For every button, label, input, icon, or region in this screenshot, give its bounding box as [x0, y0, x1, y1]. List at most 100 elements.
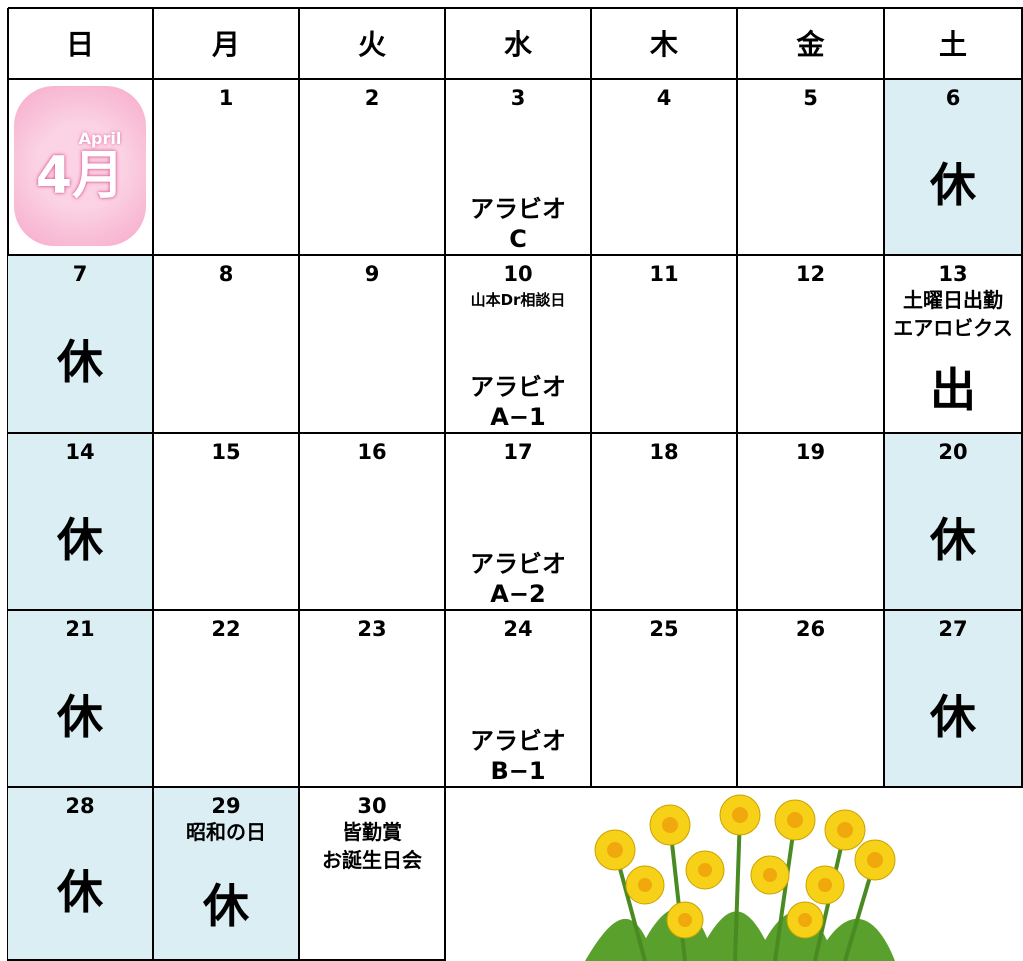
day-number: 9: [364, 262, 380, 286]
day-cell: 27 休: [885, 611, 1023, 788]
day-number: 4: [656, 86, 672, 110]
day-number: 15: [211, 440, 241, 464]
day-mark: 休: [57, 864, 103, 919]
day-cell: 21 休: [8, 611, 154, 788]
day-cell: 22: [154, 611, 300, 788]
day-number: 21: [65, 617, 95, 641]
month-badge: April 4月: [14, 86, 146, 246]
day-cell: 26: [738, 611, 885, 788]
day-cell: 9: [300, 256, 446, 434]
event-text: アラビオ: [470, 727, 566, 755]
weekday-header: 月: [154, 8, 300, 80]
day-number: 18: [649, 440, 679, 464]
day-number: 11: [649, 262, 679, 286]
day-number: 27: [938, 617, 968, 641]
day-number: 16: [357, 440, 387, 464]
weekday-header: 金: [738, 8, 885, 80]
note: 皆勤賞: [342, 820, 402, 844]
day-number: 20: [938, 440, 968, 464]
day-cell: 13 土曜日出勤エアロビクス出: [885, 256, 1023, 434]
day-number: 14: [65, 440, 95, 464]
day-number: 25: [649, 617, 679, 641]
event-text: アラビオ: [470, 550, 566, 578]
event: アラビオ A−2: [470, 549, 566, 609]
day-cell: April 4月: [8, 80, 154, 256]
day-cell: 20 休: [885, 434, 1023, 611]
badge-small: April: [78, 128, 122, 148]
day-number: 28: [65, 794, 95, 818]
day-mark: 出: [930, 363, 976, 417]
day-number: 7: [72, 262, 88, 286]
day-number: 3: [510, 86, 526, 110]
event: アラビオ A−1: [470, 372, 566, 432]
day-cell: 2: [300, 80, 446, 256]
day-number: 22: [211, 617, 241, 641]
small-note: 山本Dr相談日: [470, 291, 566, 309]
badge-big: 4月: [35, 145, 125, 206]
event: アラビオ C: [470, 194, 566, 254]
day-number: 8: [218, 262, 234, 286]
day-mark: 休: [57, 512, 103, 567]
day-mark: 休: [203, 878, 249, 933]
day-mark: 休: [57, 689, 103, 744]
event-text: A−2: [490, 580, 546, 608]
day-cell: 10 山本Dr相談日アラビオ A−1: [446, 256, 592, 434]
day-cell: 14 休: [8, 434, 154, 611]
day-cell: 19: [738, 434, 885, 611]
day-mark: 休: [930, 689, 976, 744]
day-number: 23: [357, 617, 387, 641]
day-cell: 3 アラビオ C: [446, 80, 592, 256]
day-number: 12: [795, 262, 826, 286]
event-text: C: [509, 225, 527, 253]
event-text: アラビオ: [470, 195, 566, 223]
day-cell: 12: [738, 256, 885, 434]
day-cell: 15: [154, 434, 300, 611]
day-number: 6: [945, 86, 961, 110]
day-number: 26: [795, 617, 826, 641]
event-text: B−1: [490, 757, 546, 785]
daffodils: [585, 794, 896, 961]
day-cell: 28 休: [8, 788, 154, 961]
day-number: 1: [218, 86, 234, 110]
day-number: 13: [938, 262, 968, 286]
note: エアロビクス: [893, 316, 1013, 340]
day-cell: 18: [592, 434, 738, 611]
note: 土曜日出勤: [903, 288, 1003, 312]
day-cell: 25: [592, 611, 738, 788]
day-number: 5: [803, 86, 818, 110]
event-text: アラビオ: [470, 373, 566, 401]
weekday-header: 火: [300, 8, 446, 80]
day-cell: 16: [300, 434, 446, 611]
day-cell: 5: [738, 80, 885, 256]
weekday-header: 水: [446, 8, 592, 80]
day-cell: 1: [154, 80, 300, 256]
weekday-header: 日: [8, 8, 154, 80]
day-mark: 休: [930, 512, 976, 567]
day-number: 30: [357, 794, 387, 818]
day-mark: 休: [930, 158, 976, 212]
day-number: 2: [364, 86, 380, 110]
note: 昭和の日: [186, 820, 266, 844]
day-cell: 11: [592, 256, 738, 434]
day-number: 17: [503, 440, 533, 464]
day-cell: 8: [154, 256, 300, 434]
day-cell: 29 昭和の日休: [154, 788, 300, 961]
day-number: 10: [503, 262, 533, 286]
note: お誕生日会: [322, 848, 422, 872]
day-cell: 17 アラビオ A−2: [446, 434, 592, 611]
day-number: 19: [795, 440, 826, 464]
day-mark: 休: [57, 335, 103, 389]
day-cell: 24 アラビオ B−1: [446, 611, 592, 788]
day-number: 24: [503, 617, 533, 641]
weekday-header: 木: [592, 8, 738, 80]
day-cell: 4: [592, 80, 738, 256]
weekday-header: 土: [885, 8, 1023, 80]
day-number: 29: [211, 794, 241, 818]
event-text: A−1: [490, 403, 546, 431]
event: アラビオ B−1: [470, 726, 566, 786]
day-cell: 30 皆勤賞お誕生日会: [300, 788, 446, 961]
